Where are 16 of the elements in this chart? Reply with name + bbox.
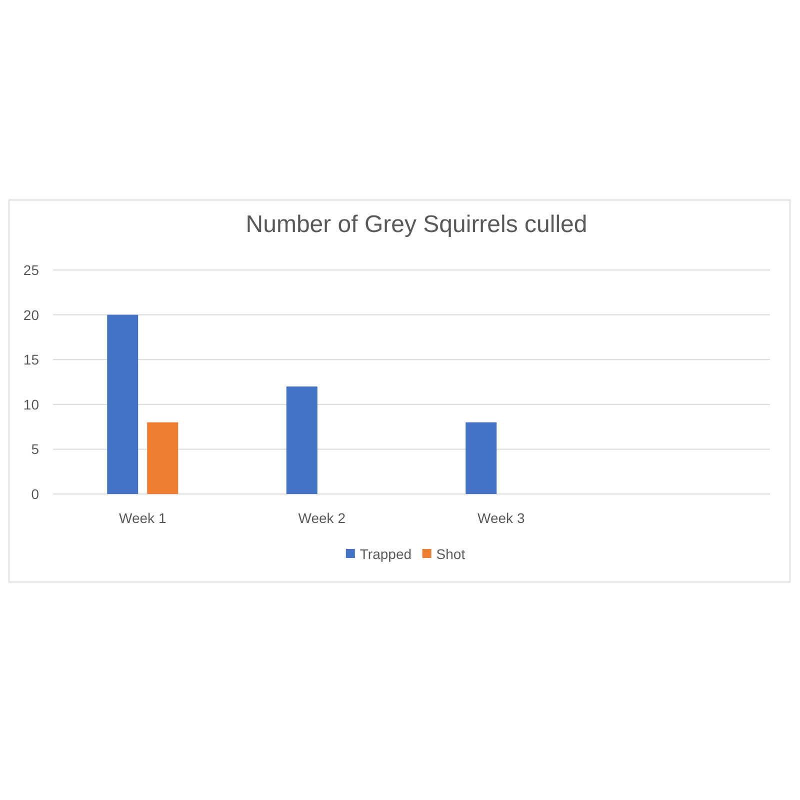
chart-title: Number of Grey Squirrels culled — [246, 211, 588, 238]
x-tick-label: Week 2 — [298, 510, 346, 526]
legend-label: Trapped — [360, 546, 412, 562]
x-tick-label: Week 3 — [478, 510, 525, 526]
bar — [147, 422, 178, 494]
y-tick-label: 10 — [23, 396, 40, 412]
bar — [107, 314, 138, 494]
y-tick-label: 5 — [31, 441, 40, 458]
legend-label: Shot — [436, 546, 466, 562]
y-tick-label: 25 — [23, 262, 40, 278]
x-tick-label: Week 1 — [119, 510, 166, 526]
bar — [286, 386, 318, 494]
y-tick-label: 0 — [31, 486, 40, 502]
y-tick-label: 20 — [23, 306, 40, 323]
y-tick-label: 15 — [23, 352, 40, 368]
bar — [466, 422, 497, 494]
